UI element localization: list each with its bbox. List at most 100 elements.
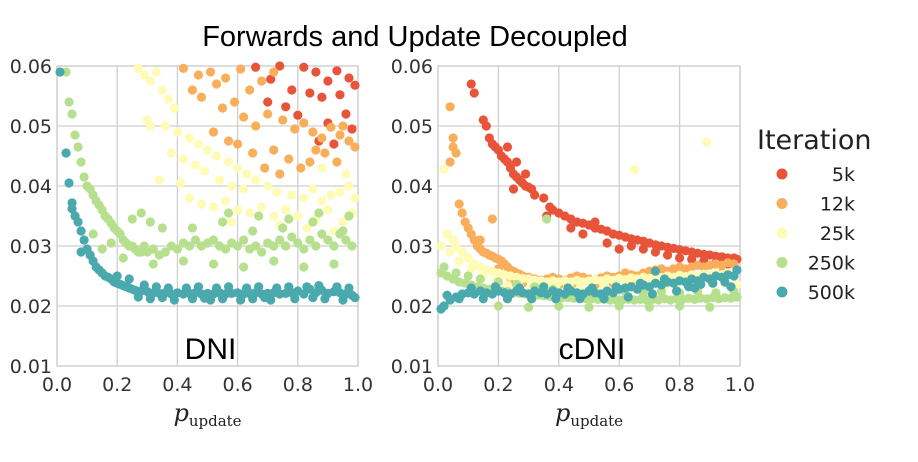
data-point-5k <box>329 139 339 149</box>
data-point-500k <box>163 283 173 293</box>
data-point-500k <box>587 283 597 293</box>
data-point-5k <box>650 247 661 257</box>
data-point-250k <box>88 229 98 239</box>
data-point-5k <box>293 110 303 120</box>
data-point-12k <box>350 142 360 152</box>
data-point-25k <box>145 76 155 86</box>
legend-title: Iteration <box>757 125 872 156</box>
x-tick-label: 1.0 <box>725 374 755 396</box>
data-point-250k <box>299 262 309 272</box>
data-point-250k <box>217 217 228 227</box>
data-point-500k <box>64 178 74 188</box>
data-point-25k <box>193 139 204 149</box>
legend-label-250k: 250k <box>808 253 855 275</box>
data-point-25k <box>214 175 225 185</box>
data-point-250k <box>76 157 86 167</box>
data-point-250k <box>145 217 155 227</box>
data-point-12k <box>248 148 258 158</box>
data-point-25k <box>463 253 473 263</box>
panel-label: DNI <box>185 333 237 366</box>
data-point-12k <box>487 214 497 224</box>
data-point-250k <box>475 274 485 284</box>
data-point-500k <box>236 295 246 305</box>
data-point-250k <box>451 268 461 278</box>
x-axis-label: pupdate <box>555 399 623 430</box>
data-point-250k <box>329 241 339 251</box>
data-point-25k <box>293 211 303 221</box>
data-point-500k <box>551 294 561 304</box>
data-point-250k <box>317 229 327 239</box>
data-point-12k <box>320 148 330 158</box>
data-point-25k <box>172 127 182 137</box>
data-point-500k <box>478 294 488 304</box>
data-point-500k <box>187 294 198 304</box>
data-point-250k <box>341 235 351 245</box>
data-point-25k <box>169 103 179 113</box>
data-point-25k <box>335 187 345 197</box>
data-point-500k <box>260 293 270 303</box>
data-point-12k <box>451 148 461 158</box>
data-point-12k <box>454 199 464 209</box>
data-point-12k <box>233 139 243 149</box>
data-point-250k <box>281 241 291 251</box>
data-point-250k <box>493 301 503 311</box>
data-point-500k <box>690 283 700 293</box>
data-point-12k <box>317 133 327 143</box>
data-point-500k <box>193 282 204 292</box>
data-point-250k <box>248 226 258 236</box>
data-point-25k <box>269 211 279 221</box>
data-point-250k <box>614 301 624 311</box>
data-point-25k <box>151 67 161 77</box>
data-point-250k <box>79 172 89 182</box>
data-point-500k <box>575 294 585 304</box>
data-point-5k <box>520 169 531 179</box>
y-tick-label: 0.05 <box>10 116 52 138</box>
data-point-250k <box>305 235 315 245</box>
data-point-500k <box>79 235 89 245</box>
data-point-25k <box>133 63 143 73</box>
legend-marker-12k <box>776 198 788 209</box>
data-point-25k <box>163 94 173 104</box>
data-point-12k <box>445 102 455 112</box>
data-point-250k <box>299 244 309 254</box>
chart-title: Forwards and Update Decoupled <box>202 21 628 53</box>
data-point-500k <box>145 294 155 304</box>
data-point-12k <box>332 157 342 167</box>
data-point-25k <box>350 193 360 203</box>
x-tick-label: 0.2 <box>102 374 132 396</box>
data-point-5k <box>508 184 519 194</box>
data-point-250k <box>711 288 721 298</box>
data-point-250k <box>542 214 552 224</box>
data-point-500k <box>659 274 670 284</box>
y-tick-label: 0.06 <box>391 56 433 78</box>
data-point-25k <box>199 166 210 176</box>
x-tick-label: 0.0 <box>42 374 72 396</box>
data-point-25k <box>263 181 273 191</box>
panel-label: cDNI <box>559 333 626 366</box>
data-point-250k <box>644 302 655 312</box>
x-axis-label-main: p <box>173 399 188 427</box>
data-point-500k <box>181 283 192 293</box>
data-point-5k <box>466 79 476 89</box>
data-point-25k <box>317 163 327 173</box>
data-point-500k <box>314 281 324 291</box>
data-point-250k <box>338 226 348 236</box>
data-point-5k <box>311 67 321 77</box>
plot-area <box>437 65 741 367</box>
data-point-250k <box>118 253 128 263</box>
data-point-12k <box>296 163 306 173</box>
data-point-250k <box>106 238 116 248</box>
data-point-12k <box>205 67 216 77</box>
data-point-12k <box>475 235 485 245</box>
data-point-25k <box>629 165 639 175</box>
data-point-5k <box>675 253 685 263</box>
data-point-250k <box>257 247 267 257</box>
data-point-5k <box>527 184 537 194</box>
data-point-12k <box>299 118 309 128</box>
data-point-250k <box>73 142 83 152</box>
y-tick-label: 0.01 <box>391 356 433 378</box>
data-point-500k <box>254 282 264 292</box>
data-point-5k <box>317 92 327 102</box>
data-point-500k <box>272 283 282 293</box>
